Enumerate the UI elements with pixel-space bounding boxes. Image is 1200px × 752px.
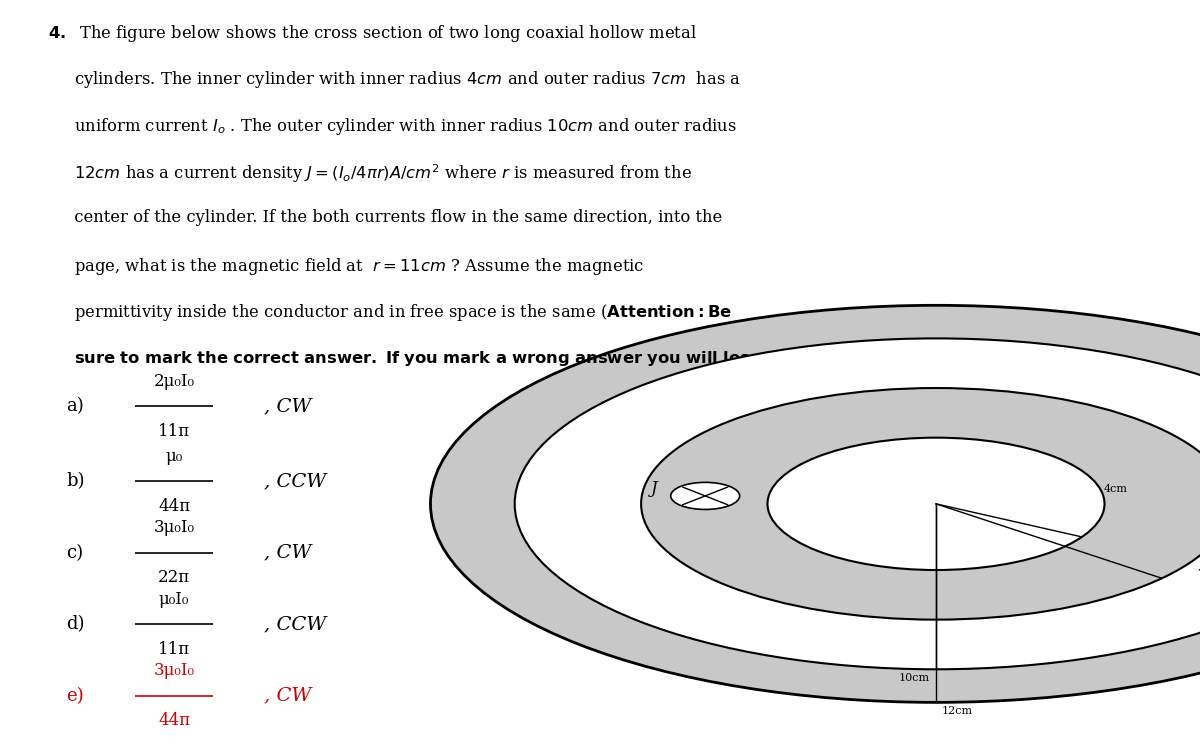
Text: $12cm$ has a current density $J = (I_o/4\pi r)A/cm^2$ where $r$ is measured from: $12cm$ has a current density $J = (I_o/4…: [48, 162, 692, 185]
Ellipse shape: [641, 388, 1200, 620]
Text: μ₀I₀: μ₀I₀: [158, 590, 190, 608]
Text: b): b): [66, 472, 84, 490]
Text: , CCW: , CCW: [264, 615, 326, 633]
Text: 2μ₀I₀: 2μ₀I₀: [154, 372, 194, 390]
Text: 3μ₀I₀: 3μ₀I₀: [154, 519, 194, 536]
Text: $\mathbf{4.}$  The figure below shows the cross section of two long coaxial holl: $\mathbf{4.}$ The figure below shows the…: [48, 23, 697, 44]
Text: cylinders. The inner cylinder with inner radius $4cm$ and outer radius $7cm$  ha: cylinders. The inner cylinder with inner…: [48, 69, 742, 90]
Text: permittivity inside the conductor and in free space is the same ($\mathbf{Attent: permittivity inside the conductor and in…: [48, 302, 732, 323]
Text: , CCW: , CCW: [264, 472, 326, 490]
Text: , CW: , CW: [264, 687, 311, 705]
Text: page, what is the magnetic field at  $r = 11cm$ ? Assume the magnetic: page, what is the magnetic field at $r =…: [48, 256, 644, 277]
Ellipse shape: [768, 438, 1104, 570]
Text: center of the cylinder. If the both currents flow in the same direction, into th: center of the cylinder. If the both curr…: [48, 209, 722, 226]
Text: 3μ₀I₀: 3μ₀I₀: [154, 662, 194, 679]
Text: 7cm: 7cm: [1198, 569, 1200, 579]
Text: , CW: , CW: [264, 544, 311, 562]
Text: 44π: 44π: [158, 498, 190, 515]
Text: 22π: 22π: [158, 569, 190, 587]
Text: uniform current $I_o$ . The outer cylinder with inner radius $10cm$ and outer ra: uniform current $I_o$ . The outer cylind…: [48, 116, 737, 137]
Ellipse shape: [515, 338, 1200, 669]
Text: 12cm: 12cm: [942, 706, 973, 716]
Ellipse shape: [431, 305, 1200, 702]
Text: e): e): [66, 687, 84, 705]
Text: 10cm: 10cm: [899, 673, 930, 683]
Text: , CW: , CW: [264, 397, 311, 415]
Text: μ₀: μ₀: [166, 447, 182, 465]
Text: 11π: 11π: [158, 641, 190, 658]
Text: $\mathbf{sure\ to\ mark\ the\ correct\ answer.\ If\ you\ mark\ a\ wrong\ answer\: $\mathbf{sure\ to\ mark\ the\ correct\ a…: [48, 349, 762, 368]
Text: c): c): [66, 544, 83, 562]
Ellipse shape: [671, 482, 739, 509]
Text: 4cm: 4cm: [1104, 484, 1128, 494]
Text: 44π: 44π: [158, 712, 190, 729]
Text: 11π: 11π: [158, 423, 190, 440]
Text: a): a): [66, 397, 84, 415]
Text: d): d): [66, 615, 84, 633]
Text: J: J: [650, 480, 658, 497]
